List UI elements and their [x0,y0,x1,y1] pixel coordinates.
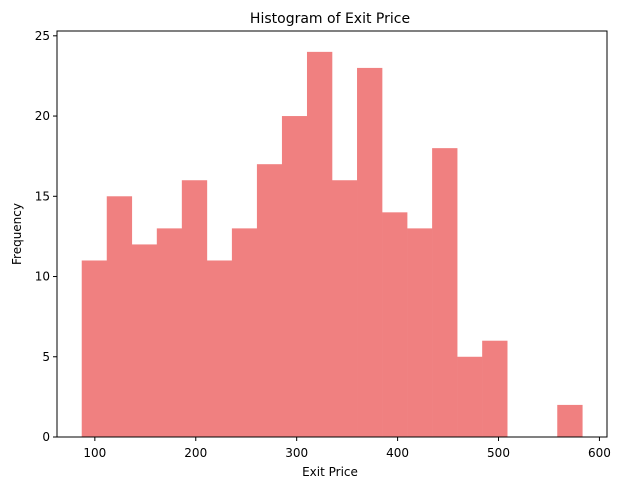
histogram-bar [306,51,333,437]
x-tick-label: 100 [83,446,106,460]
x-axis-ticks: 100 200 300 400 500 600 [83,437,611,460]
y-tick-label: 15 [35,189,50,203]
y-tick-label: 0 [42,430,50,444]
y-tick-label: 20 [35,109,50,123]
histogram-bar [181,180,208,438]
histogram-bar [131,244,158,437]
histogram-bar [81,260,108,437]
x-tick-label: 400 [386,446,409,460]
histogram-bar [231,228,258,437]
x-tick-label: 200 [184,446,207,460]
y-tick-label: 5 [42,350,50,364]
axes-frame [56,30,608,438]
bars-group [81,51,583,438]
y-axis-ticks: 0 5 10 15 20 25 [35,29,57,444]
y-axis-label: Frequency [10,203,24,265]
x-tick-label: 500 [487,446,510,460]
histogram-bar [156,228,183,437]
histogram-bar [407,228,433,437]
histogram-bar [332,180,358,438]
y-tick-label: 10 [35,270,50,284]
histogram-bar [482,340,508,437]
histogram-bar [432,148,458,437]
x-tick-label: 300 [285,446,308,460]
x-tick-label: 600 [588,446,611,460]
x-axis-label: Exit Price [302,465,358,479]
histogram-bar [557,404,583,437]
histogram-bar [357,67,383,437]
histogram-bar [106,196,133,437]
histogram-bar [457,356,483,437]
histogram-bar [281,116,308,437]
y-tick-label: 25 [35,29,50,43]
histogram-bar [206,260,233,437]
chart-title: Histogram of Exit Price [250,11,410,27]
histogram-bar [256,164,283,438]
histogram-bar [382,212,408,437]
